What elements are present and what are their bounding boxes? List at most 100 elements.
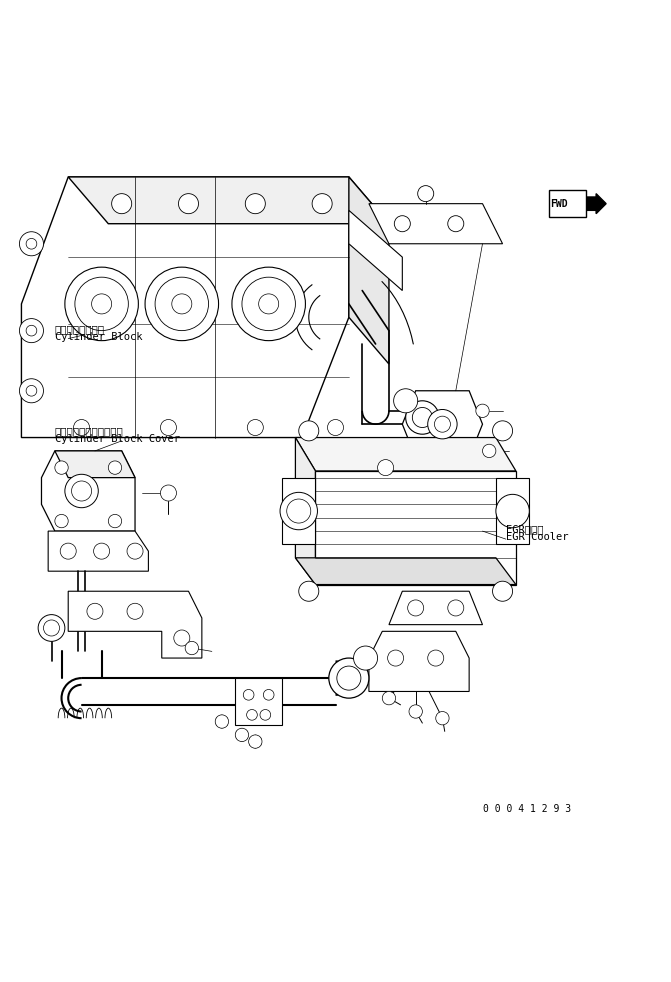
Circle shape — [476, 405, 489, 417]
Polygon shape — [295, 438, 315, 584]
Circle shape — [127, 543, 143, 559]
Circle shape — [242, 277, 295, 331]
Circle shape — [247, 710, 257, 720]
Circle shape — [417, 186, 433, 201]
Polygon shape — [68, 177, 389, 224]
Circle shape — [427, 409, 457, 439]
Circle shape — [244, 689, 254, 700]
Circle shape — [329, 658, 369, 698]
Circle shape — [108, 515, 121, 527]
Polygon shape — [55, 451, 135, 477]
Circle shape — [408, 600, 423, 616]
Circle shape — [299, 581, 319, 601]
Circle shape — [127, 603, 143, 620]
Circle shape — [185, 641, 199, 655]
Polygon shape — [349, 177, 389, 364]
Polygon shape — [48, 531, 148, 572]
Text: Cylinder Block: Cylinder Block — [55, 332, 142, 342]
Circle shape — [87, 603, 103, 620]
Circle shape — [434, 416, 450, 432]
Circle shape — [232, 267, 305, 341]
Polygon shape — [496, 477, 529, 544]
Circle shape — [93, 543, 109, 559]
Circle shape — [108, 461, 121, 474]
Circle shape — [160, 485, 176, 501]
Polygon shape — [282, 477, 315, 544]
Circle shape — [155, 277, 209, 331]
Text: EGR Cooler: EGR Cooler — [506, 532, 568, 542]
Polygon shape — [236, 679, 282, 725]
Polygon shape — [369, 631, 469, 691]
Polygon shape — [21, 177, 349, 438]
Polygon shape — [389, 591, 482, 625]
Circle shape — [378, 460, 394, 475]
Circle shape — [409, 705, 422, 718]
Polygon shape — [295, 438, 516, 471]
Circle shape — [26, 325, 37, 336]
Polygon shape — [42, 451, 135, 531]
Polygon shape — [236, 729, 248, 741]
Circle shape — [65, 474, 98, 508]
Circle shape — [394, 389, 417, 412]
Circle shape — [249, 735, 262, 748]
Circle shape — [280, 492, 317, 529]
Circle shape — [44, 620, 60, 636]
Circle shape — [496, 494, 529, 527]
Text: EGRクーラ: EGRクーラ — [506, 524, 544, 534]
Circle shape — [60, 543, 76, 559]
Circle shape — [26, 385, 37, 396]
Circle shape — [406, 401, 439, 434]
Circle shape — [215, 715, 229, 729]
Circle shape — [75, 277, 128, 331]
Circle shape — [448, 600, 464, 616]
Circle shape — [172, 294, 192, 314]
Circle shape — [160, 419, 176, 436]
Circle shape — [448, 216, 464, 232]
Polygon shape — [250, 735, 261, 748]
Circle shape — [74, 419, 90, 436]
Circle shape — [327, 419, 344, 436]
Circle shape — [145, 267, 219, 341]
Circle shape — [72, 481, 92, 501]
Circle shape — [493, 421, 513, 441]
Circle shape — [65, 267, 138, 341]
Polygon shape — [550, 191, 586, 217]
Circle shape — [38, 615, 65, 641]
Circle shape — [427, 650, 444, 666]
Circle shape — [248, 419, 263, 436]
Circle shape — [299, 421, 319, 441]
Polygon shape — [369, 203, 503, 244]
Circle shape — [312, 193, 332, 214]
Circle shape — [178, 193, 199, 214]
Polygon shape — [295, 558, 516, 584]
Text: シリンダブロックカバー: シリンダブロックカバー — [55, 426, 123, 436]
Circle shape — [19, 318, 44, 343]
Circle shape — [493, 581, 513, 601]
Circle shape — [19, 232, 44, 255]
Text: Cylinder Block Cover: Cylinder Block Cover — [55, 434, 180, 444]
Circle shape — [246, 193, 265, 214]
Text: 0 0 0 4 1 2 9 3: 0 0 0 4 1 2 9 3 — [482, 804, 570, 814]
Circle shape — [382, 691, 396, 705]
Circle shape — [19, 379, 44, 403]
Circle shape — [55, 515, 68, 527]
Text: FWD: FWD — [550, 198, 568, 208]
Circle shape — [388, 650, 404, 666]
Circle shape — [258, 294, 278, 314]
Circle shape — [482, 444, 496, 458]
Circle shape — [111, 193, 132, 214]
Circle shape — [92, 294, 111, 314]
Circle shape — [263, 689, 274, 700]
Polygon shape — [216, 715, 227, 729]
Polygon shape — [349, 210, 403, 291]
Circle shape — [354, 646, 378, 670]
Text: シリンダブロック: シリンダブロック — [55, 324, 105, 334]
Polygon shape — [315, 471, 516, 584]
Circle shape — [26, 239, 37, 249]
Circle shape — [236, 729, 249, 741]
Circle shape — [287, 499, 311, 523]
Polygon shape — [403, 391, 482, 458]
Polygon shape — [68, 591, 202, 658]
Circle shape — [174, 630, 190, 646]
Circle shape — [260, 710, 270, 720]
